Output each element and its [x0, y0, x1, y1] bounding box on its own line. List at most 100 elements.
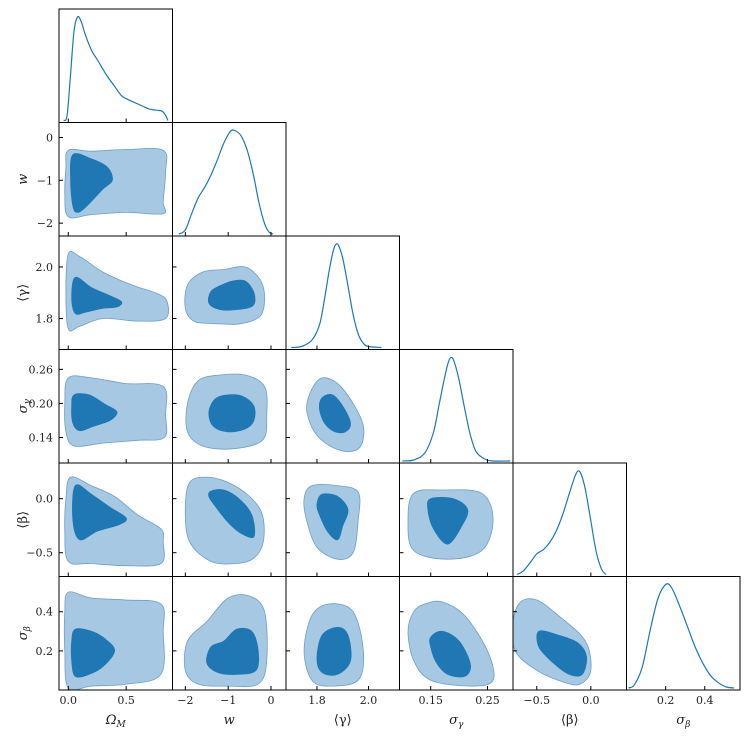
- panel-sg-vs-gam: [285, 349, 400, 464]
- panel-gam-vs-om: [58, 235, 173, 350]
- x-axis-label-gam-symbol: ⟨γ⟩: [334, 713, 352, 728]
- x-axis-label-sg-subscript: γ: [458, 720, 464, 730]
- marginal-line-bet: [516, 470, 607, 576]
- x-tick-label-w: −2: [177, 694, 193, 707]
- panel-sb-vs-sg: [399, 576, 514, 691]
- x-tick-label-om: 0.5: [117, 694, 135, 707]
- x-axis-label-sb: σβ: [676, 713, 690, 730]
- panel-bet-vs-bet: [512, 462, 627, 577]
- panel-sb-vs-om: [58, 576, 173, 691]
- y-tick-label-gam: 1.8: [36, 313, 54, 326]
- contour-95-bet-w: [184, 476, 265, 565]
- x-axis-label-bet: ⟨β⟩: [561, 713, 579, 728]
- marginal-line-gam: [291, 243, 382, 349]
- contour-68-gam-om: [71, 276, 123, 315]
- x-axis-label-sb-symbol: σ: [676, 713, 686, 728]
- y-axis-label-gam: ⟨γ⟩: [16, 284, 31, 302]
- x-axis-label-gam: ⟨γ⟩: [334, 713, 352, 728]
- panel-gam-vs-gam: [285, 235, 400, 350]
- x-axis-label-om: ΩM: [105, 713, 127, 730]
- x-axis-label-sg-symbol: σ: [449, 713, 459, 728]
- panel-sg-vs-om: [58, 349, 173, 464]
- contour-68-sb-bet: [536, 630, 588, 677]
- marginal-line-sg: [402, 356, 511, 462]
- panel-frame: [626, 576, 741, 691]
- x-tick-label-sb: 0.4: [696, 694, 714, 707]
- y-axis-label-bet: ⟨β⟩: [16, 511, 31, 529]
- x-tick-label-w: −1: [220, 694, 236, 707]
- panel-bet-vs-gam: [285, 462, 400, 577]
- y-tick-label-sb: 0.2: [36, 645, 54, 658]
- panel-bet-vs-w: [172, 462, 287, 577]
- x-axis-label-sg: σγ: [449, 713, 464, 730]
- y-axis-label-sb-subscript: β: [23, 626, 33, 632]
- y-tick-label-w: −1: [37, 174, 53, 187]
- y-tick-label-sg: 0.26: [29, 363, 54, 376]
- x-tick-label-bet: −0.5: [523, 694, 550, 707]
- panel-sb-vs-sb: [626, 576, 741, 691]
- panel-sg-vs-w: [172, 349, 287, 464]
- contour-68-sb-om: [70, 628, 116, 678]
- x-tick-label-gam: 1.8: [308, 694, 326, 707]
- y-tick-label-sg: 0.20: [29, 397, 54, 410]
- y-axis-label-gam-symbol: ⟨γ⟩: [16, 284, 31, 302]
- contour-68-bet-gam: [316, 493, 349, 541]
- contour-68-bet-sg: [427, 496, 469, 545]
- y-axis-label-sb: σβ: [16, 626, 33, 640]
- y-tick-label-sb: 0.4: [36, 606, 54, 619]
- marginal-line-sb: [628, 583, 735, 689]
- x-tick-label-sg: 0.15: [418, 694, 443, 707]
- panel-frame: [512, 462, 627, 577]
- x-tick-label-w: 0: [268, 694, 275, 707]
- contour-68-sb-w: [206, 627, 260, 675]
- contour-68-sg-w: [208, 394, 256, 433]
- panel-frame: [58, 8, 173, 123]
- y-axis-label-sg-symbol: σ: [16, 403, 31, 413]
- y-axis-label-w-symbol: w: [16, 174, 31, 185]
- y-tick-label-bet: −0.5: [26, 547, 53, 560]
- contour-95-gam-om: [65, 251, 169, 332]
- contour-68-w-om: [70, 153, 113, 213]
- y-axis-label-sb-symbol: σ: [16, 630, 31, 640]
- y-tick-label-bet: 0.0: [36, 493, 54, 506]
- x-tick-label-bet: 0.0: [582, 694, 600, 707]
- x-axis-label-bet-symbol: ⟨β⟩: [561, 713, 579, 728]
- panel-frame: [285, 235, 400, 350]
- panel-om-vs-om: [58, 8, 173, 123]
- marginal-line-w: [178, 129, 274, 235]
- contour-68-sg-gam: [319, 394, 351, 434]
- marginal-line-om: [63, 15, 169, 122]
- x-tick-label-sb: 0.2: [657, 694, 675, 707]
- panel-sg-vs-sg: [399, 349, 514, 464]
- contour-68-bet-w: [208, 489, 256, 539]
- x-axis-label-w: w: [224, 713, 235, 728]
- y-axis-label-sg: σγ: [16, 399, 33, 414]
- contour-68-bet-om: [72, 484, 127, 541]
- panel-gam-vs-w: [172, 235, 287, 350]
- y-tick-label-w: −2: [37, 217, 53, 230]
- x-axis-label-w-symbol: w: [224, 713, 235, 728]
- x-tick-label-gam: 2.0: [360, 694, 378, 707]
- panel-bet-vs-sg: [399, 462, 514, 577]
- panel-sb-vs-gam: [285, 576, 400, 691]
- panel-w-vs-om: [58, 122, 173, 237]
- x-axis-label-sb-subscript: β: [684, 720, 690, 730]
- y-axis-label-w: w: [16, 174, 31, 185]
- panel-sb-vs-w: [172, 576, 287, 691]
- y-tick-label-gam: 2.0: [36, 261, 54, 274]
- y-axis-label-bet-symbol: ⟨β⟩: [16, 511, 31, 529]
- contour-68-gam-w: [207, 279, 256, 311]
- panel-bet-vs-om: [58, 462, 173, 577]
- panel-sb-vs-bet: [512, 576, 627, 691]
- y-axis-label-sg-subscript: γ: [23, 399, 33, 405]
- x-tick-label-om: 0.0: [60, 694, 78, 707]
- x-tick-label-sg: 0.25: [475, 694, 500, 707]
- contour-68-sb-gam: [316, 626, 352, 676]
- y-tick-label-w: 0: [46, 131, 53, 144]
- x-axis-label-om-symbol: Ω: [105, 713, 117, 728]
- contour-68-sb-sg: [429, 630, 471, 678]
- contour-68-sg-om: [71, 393, 118, 432]
- y-tick-label-sg: 0.14: [29, 431, 54, 444]
- x-axis-label-om-subscript: M: [116, 720, 127, 730]
